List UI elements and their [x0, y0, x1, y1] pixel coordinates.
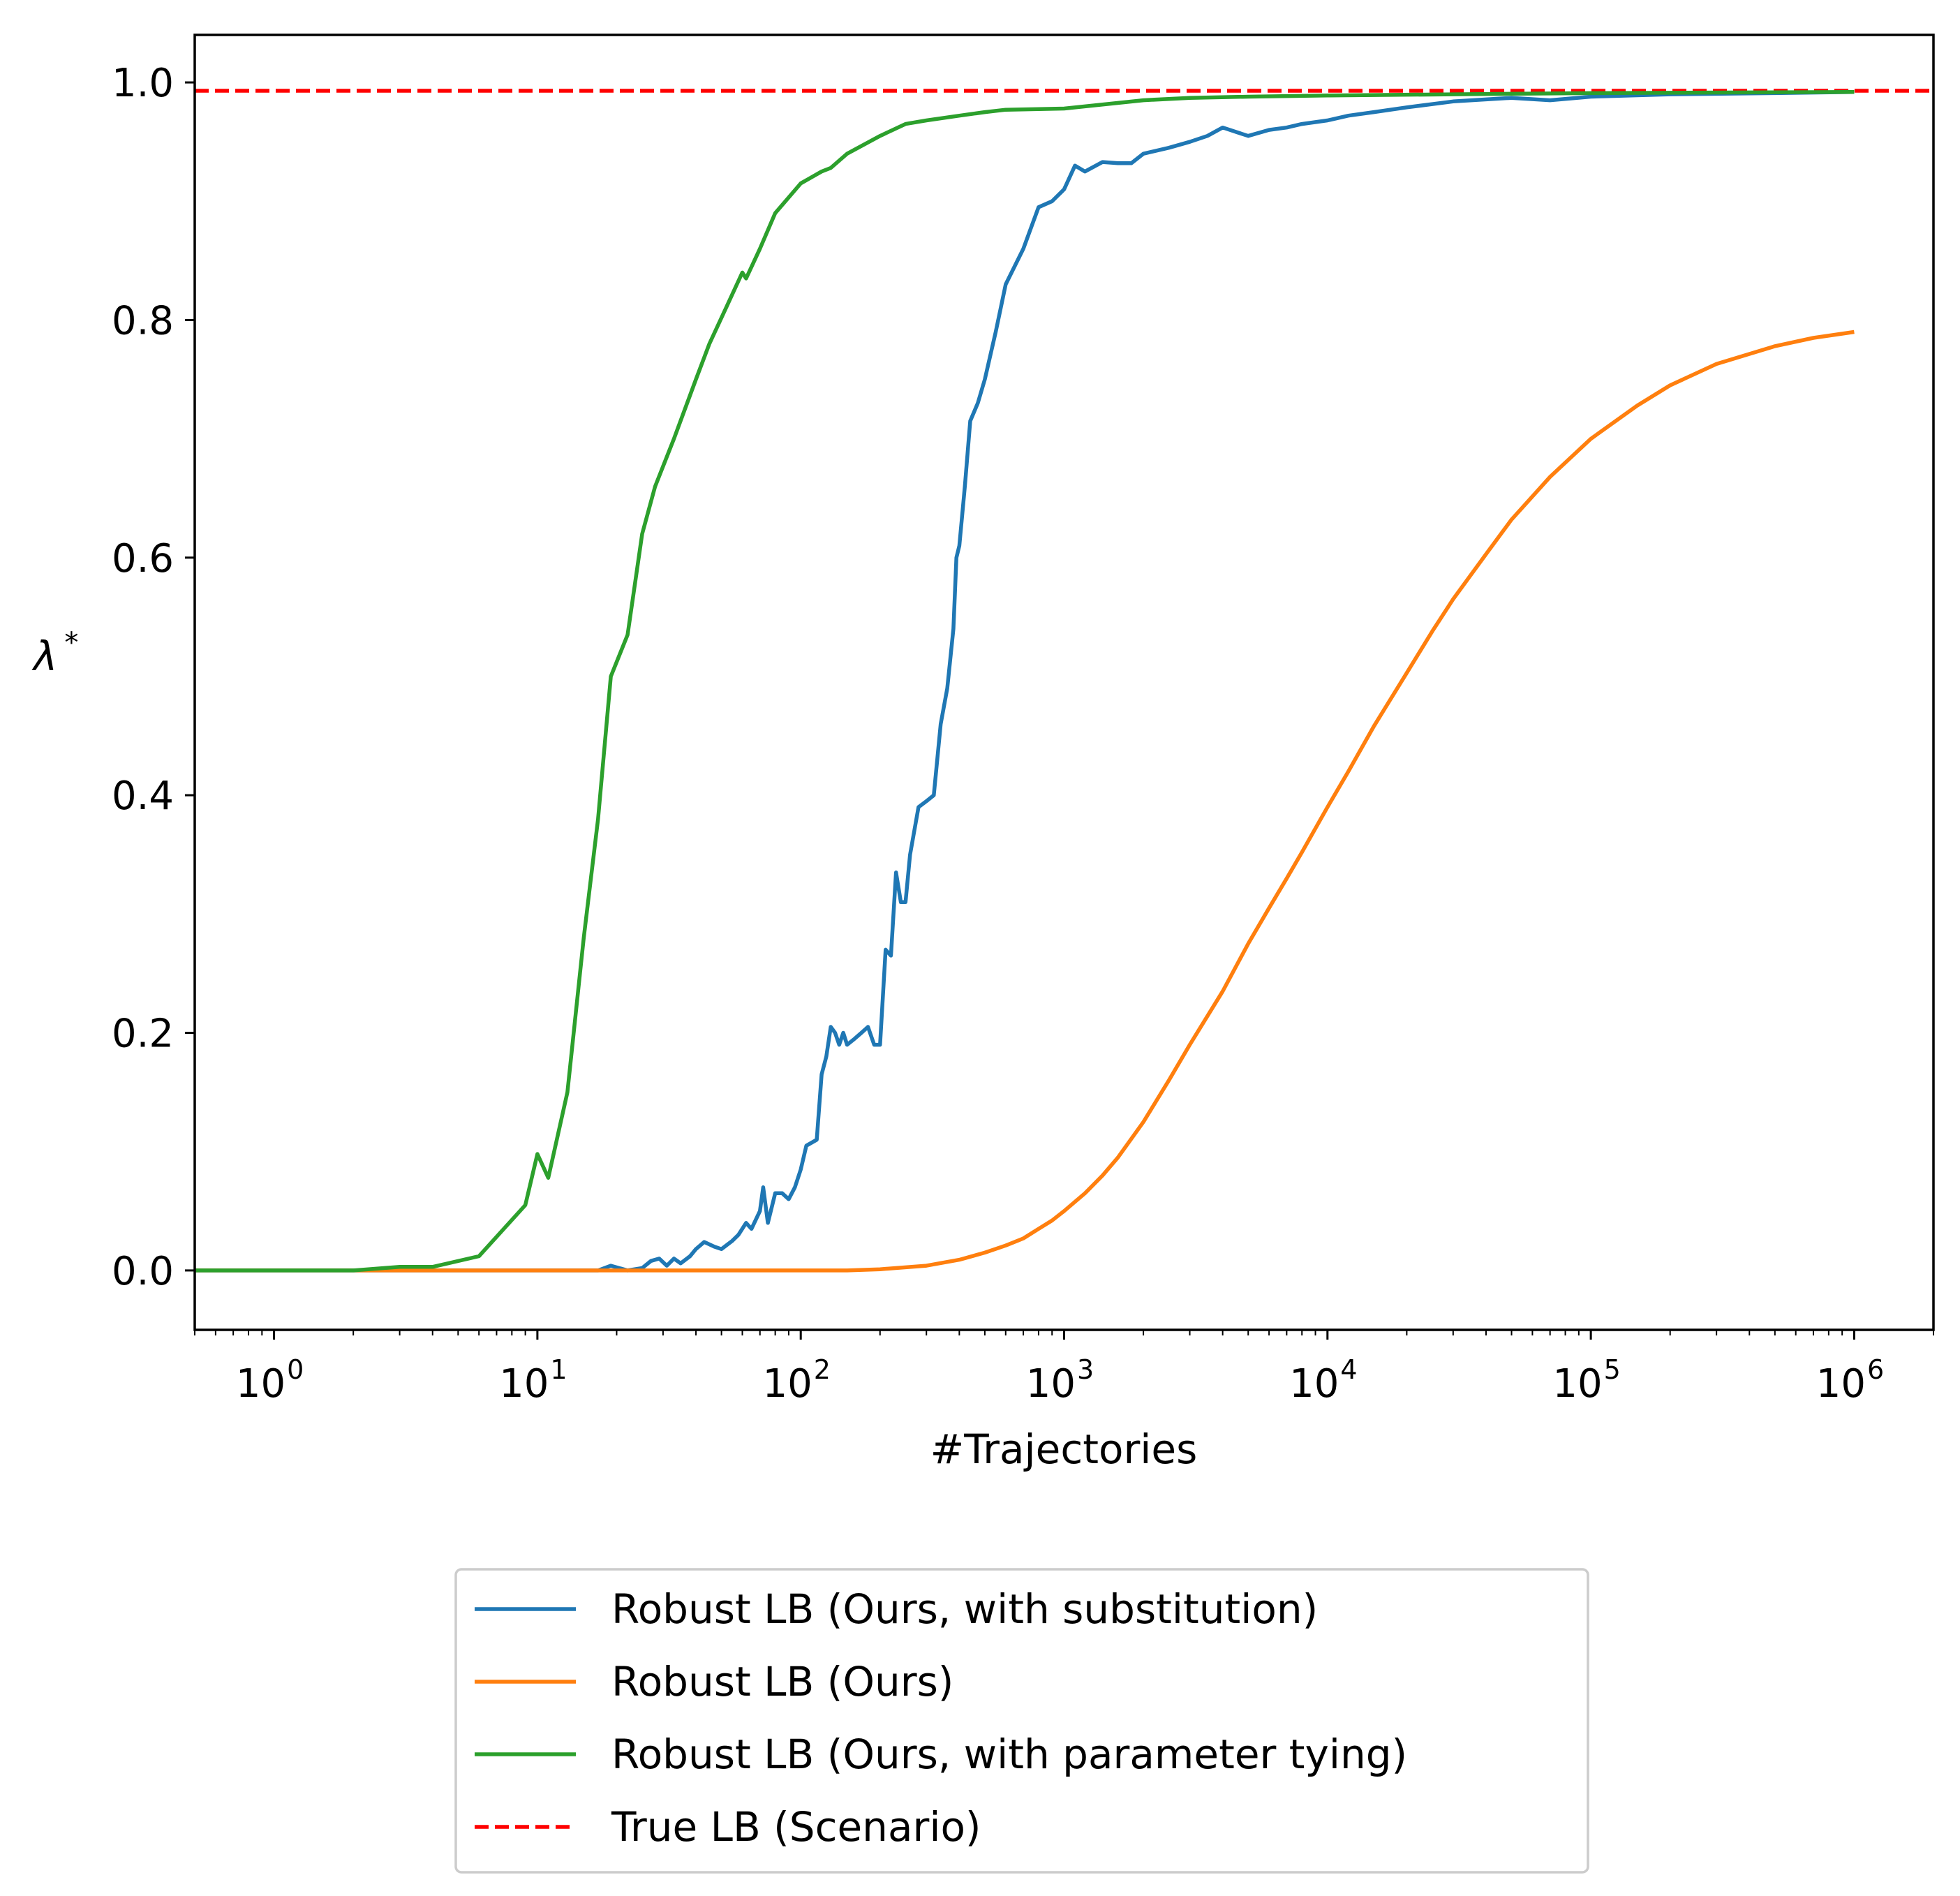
x-tick-label-exponent: 2: [814, 1354, 831, 1385]
y-axis-label-superscript: *: [64, 627, 78, 659]
series-line-3: [195, 89, 1855, 1273]
x-tick-label-base: 10: [236, 1361, 285, 1407]
x-tick-label-base: 10: [499, 1361, 549, 1407]
x-axis-label: #Trajectories: [930, 1425, 1198, 1473]
y-tick-label-0: 0.0: [112, 1249, 174, 1294]
x-tick-label-exponent: 0: [287, 1354, 304, 1385]
y-tick-label-1: 0.2: [112, 1012, 174, 1057]
legend-entries: Robust LB (Ours, with substitution) Robus…: [475, 1585, 1407, 1851]
y-axis-label: λ *: [31, 627, 78, 680]
x-axis: 100 101 102 103 104 105 106: [194, 1330, 1934, 1407]
y-tick-label-5: 1.0: [112, 61, 174, 106]
x-tick-label-base: 10: [1552, 1361, 1602, 1407]
x-tick-label-exponent: 1: [550, 1354, 567, 1385]
y-tick-label-2: 0.4: [112, 773, 174, 819]
x-tick-label-4: 104: [1289, 1354, 1357, 1407]
x-tick-label-2: 102: [762, 1354, 830, 1407]
x-tick-label-exponent: 3: [1077, 1354, 1094, 1385]
x-tick-label-5: 105: [1552, 1354, 1620, 1407]
x-tick-label-1: 101: [499, 1354, 567, 1407]
y-axis-label-main: λ: [31, 632, 57, 680]
x-tick-label-exponent: 5: [1604, 1354, 1621, 1385]
x-tick-label-base: 10: [1816, 1361, 1866, 1407]
y-tick-label-4: 0.8: [112, 298, 174, 343]
x-tick-label-0: 100: [236, 1354, 304, 1407]
x-tick-label-base: 10: [1289, 1361, 1339, 1407]
x-tick-label-6: 106: [1816, 1354, 1884, 1407]
legend-box: [454, 1568, 1589, 1874]
x-tick-label-base: 10: [762, 1361, 812, 1407]
x-tick-label-exponent: 4: [1340, 1354, 1357, 1385]
series-line-2: [195, 329, 1855, 1273]
series-lines: [195, 89, 1933, 1273]
x-tick-label-3: 103: [1026, 1354, 1094, 1407]
series-layer: [195, 89, 1933, 1273]
x-tick-label-base: 10: [1026, 1361, 1076, 1407]
y-tick-label-3: 0.6: [112, 536, 174, 582]
legend-label-1: Robust LB (Ours, with substitution): [611, 1585, 1318, 1633]
legend-label-2: Robust LB (Ours): [611, 1658, 953, 1705]
legend-label-4: True LB (Scenario): [611, 1803, 981, 1851]
y-axis: 0.0 0.2 0.4 0.6 0.8 1.0: [112, 61, 195, 1294]
legend: Robust LB (Ours, with substitution) Robus…: [454, 1568, 1589, 1874]
x-tick-label-exponent: 6: [1867, 1354, 1884, 1385]
legend-label-3: Robust LB (Ours, with parameter tying): [611, 1731, 1407, 1778]
series-line-1: [195, 89, 1855, 1273]
